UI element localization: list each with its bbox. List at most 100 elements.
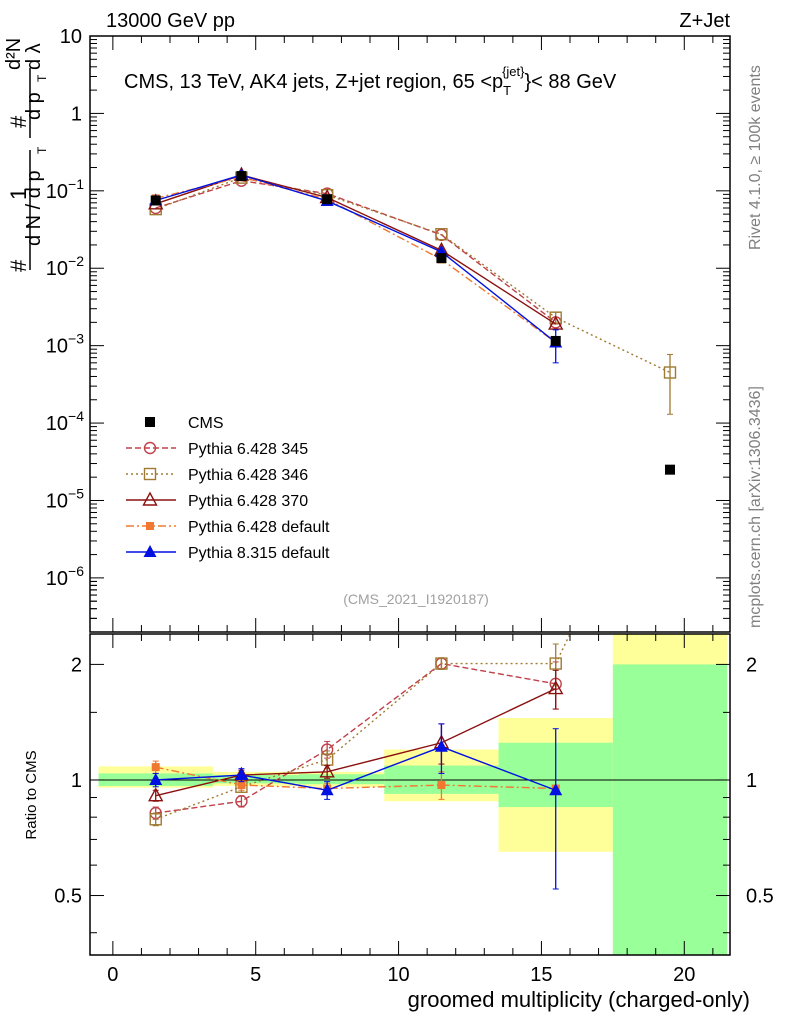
main-ytick-mantissa: 10	[46, 181, 68, 203]
main-ytick-exponent: −4	[68, 408, 84, 424]
xtick-label: 5	[250, 964, 261, 986]
legend-marker-p345	[143, 441, 157, 455]
main-ytick-label: 10	[60, 26, 82, 48]
legend-label-p8def: Pythia 8.315 default	[188, 545, 330, 562]
main-ytick-mantissa: 10	[46, 413, 68, 435]
ratio-point-p370	[548, 680, 564, 695]
xlabel: groomed multiplicity (charged-only)	[408, 987, 750, 1012]
main-ytick-label: 10−6	[46, 563, 84, 590]
point-cms	[322, 194, 333, 205]
ratio-point-p370	[319, 763, 335, 778]
series-line-p8def	[155, 174, 557, 343]
rivet-info: Rivet 4.1.0, ≥ 100k events	[747, 65, 764, 250]
main-ytick-mantissa: 10	[46, 336, 68, 358]
legend-label-p370: Pythia 6.428 370	[188, 493, 308, 510]
ratio-ytick-label-right: 1	[746, 770, 757, 792]
point-p346	[435, 228, 448, 241]
xtick-label: 0	[107, 964, 118, 986]
series-line-p370	[155, 174, 557, 325]
ratio-ytick-label-left: 2	[71, 654, 82, 676]
legend: CMS Pythia 6.428 345 Pythia 6.428 346 Pythi…	[126, 415, 330, 562]
band-green-1	[212, 775, 299, 784]
main-ytick-label: 10−5	[46, 485, 84, 512]
legend-label-p6def: Pythia 6.428 default	[188, 519, 330, 536]
ratio-point-p6def	[437, 781, 446, 790]
point-p346	[549, 311, 562, 324]
ylabel-dN-dpT: d N / d p	[23, 170, 45, 246]
ratio-ytick-label-left: 0.5	[54, 886, 82, 908]
main-ytick-exponent: −3	[68, 331, 84, 347]
main-frame	[89, 35, 731, 633]
ratio-point-p346	[549, 657, 562, 670]
ratio-point-p8def	[320, 783, 334, 796]
ratio-point-p370	[148, 787, 164, 802]
legend-marker-p370	[142, 491, 158, 506]
xtick-label: 10	[387, 964, 409, 986]
ratio-point-p346	[149, 813, 162, 826]
ylabel-dpT: d p	[23, 92, 45, 120]
ratio-point-p8def	[149, 772, 163, 785]
main-ytick-label: 10−3	[46, 331, 84, 358]
title-sub: T	[503, 83, 511, 98]
analysis-watermark: (CMS_2021_I1920187)	[343, 591, 489, 607]
ylabel-one: 1	[6, 188, 31, 200]
ratio-ylabel: Ratio to CMS	[23, 750, 40, 839]
ylabel-T-sub: T	[35, 146, 49, 154]
legend-label-p346: Pythia 6.428 346	[188, 467, 308, 484]
main-ytick-mantissa: 10	[46, 490, 68, 512]
main-ytick-exponent: −1	[68, 176, 84, 192]
main-ylabel: # 1 d N / d p T # d²N d p T d λ	[3, 38, 49, 272]
ratio-point-p8def	[234, 768, 248, 781]
ratio-point-p6def	[151, 763, 160, 772]
legend-marker-p6def	[146, 522, 154, 530]
title-part-b: }< 88 GeV	[525, 71, 617, 93]
series-layer	[148, 166, 677, 890]
ratio-point-p346	[435, 657, 448, 670]
ratio-frame	[89, 633, 731, 956]
point-p370	[548, 315, 564, 330]
band-green-2	[298, 774, 385, 785]
ratio-point-p345	[235, 795, 248, 808]
ylabel-hash-1: #	[6, 259, 31, 272]
main-ytick-exponent: −5	[68, 485, 84, 501]
main-ytick-label: 10−2	[46, 253, 84, 280]
point-p346	[663, 366, 677, 379]
main-ytick-label: 10−4	[46, 408, 84, 435]
series-line-p6def	[155, 176, 557, 344]
main-ytick-mantissa: 10	[46, 568, 68, 590]
main-ytick-exponent: −2	[68, 253, 84, 269]
band-green-5	[612, 664, 728, 955]
ylabel-dlambda: d λ	[23, 43, 45, 70]
series-line-p346	[155, 176, 671, 374]
point-cms	[236, 171, 247, 182]
mcplots-info: mcplots.cern.ch [arXiv:1306.3436]	[747, 386, 764, 628]
point-cms	[436, 253, 447, 264]
header-right: Z+Jet	[679, 10, 730, 32]
ratio-ytick-label-right: 2	[746, 654, 757, 676]
legend-label-cms: CMS	[188, 415, 224, 432]
main-ytick-exponent: −6	[68, 563, 84, 579]
ylabel-d2N: d²N	[3, 38, 25, 70]
series-line-p345	[155, 180, 557, 323]
point-cms	[550, 335, 561, 346]
ylabel-T-sub-2: T	[35, 74, 49, 82]
point-cms	[665, 464, 675, 475]
ratio-bands	[90, 634, 730, 955]
ratio-ytick-label-right: 0.5	[746, 886, 774, 908]
ratio-point-p6def	[237, 781, 246, 790]
ylabel-hash-2: #	[6, 115, 31, 128]
ratio-point-p8def	[549, 783, 563, 796]
point-cms	[150, 195, 161, 206]
frames	[89, 35, 731, 956]
xtick-label: 20	[673, 964, 695, 986]
header-left: 13000 GeV pp	[106, 10, 235, 32]
xtick-label: 15	[530, 964, 552, 986]
ratio-point-p8def	[434, 739, 448, 752]
legend-marker-cms	[145, 417, 155, 427]
main-ytick-label: 1	[71, 103, 82, 125]
main-ytick-label: 10−1	[46, 176, 84, 203]
ratio-line-p345	[155, 662, 556, 814]
main-title: CMS, 13 TeV, AK4 jets, Z+jet region, 65 …	[124, 64, 617, 98]
